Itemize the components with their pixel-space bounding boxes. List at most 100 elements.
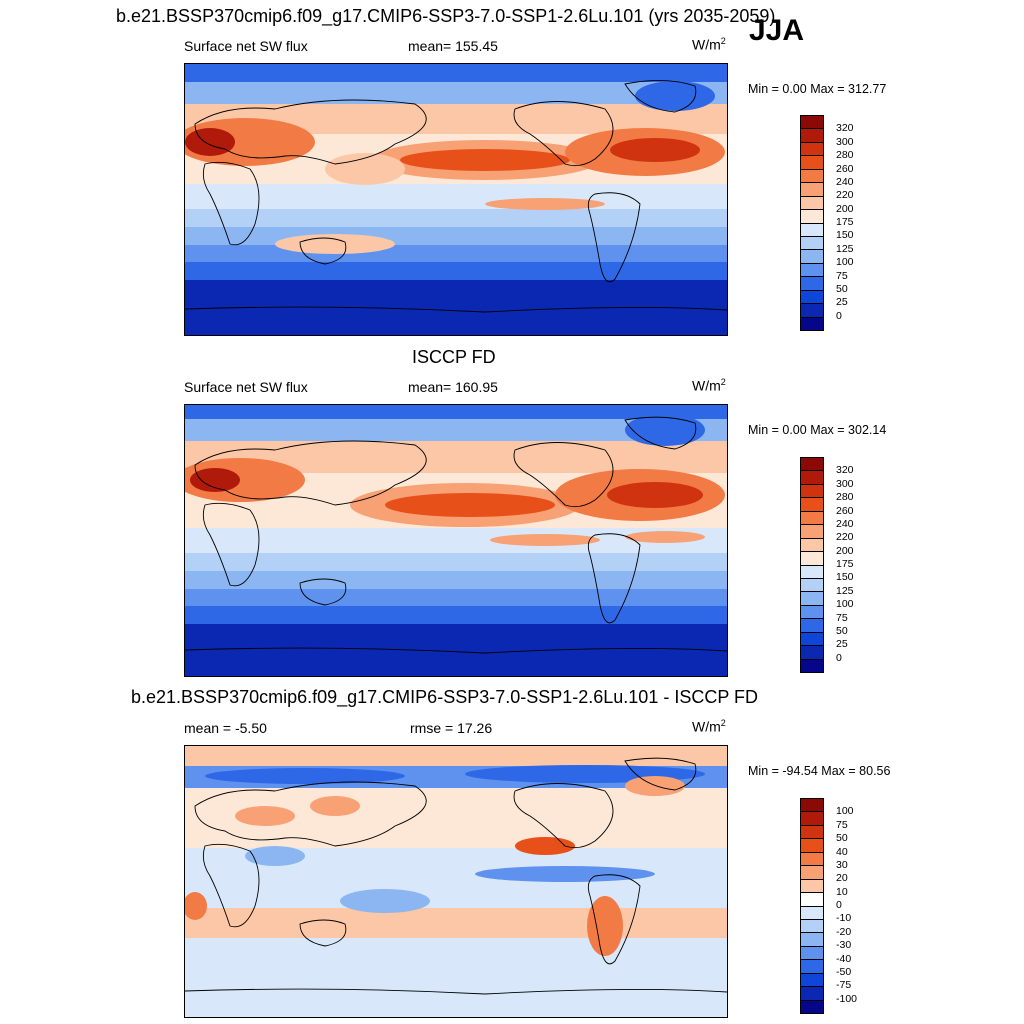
colorbar-swatch bbox=[801, 852, 823, 867]
colorbar-tick-label: 100 bbox=[836, 598, 854, 611]
colorbar-tick-label: 200 bbox=[836, 544, 854, 557]
colorbar-swatch bbox=[801, 946, 823, 961]
colorbar-swatch bbox=[801, 169, 823, 184]
panel2-map bbox=[184, 404, 728, 677]
colorbar-swatch bbox=[801, 839, 823, 853]
colorbar-swatch bbox=[801, 919, 823, 934]
colorbar-tick-label: 75 bbox=[836, 611, 848, 624]
panel3-colorbar bbox=[800, 798, 824, 1014]
colorbar-tick-label: 320 bbox=[836, 464, 854, 477]
colorbar-swatch bbox=[801, 799, 823, 813]
colorbar-tick-label: 175 bbox=[836, 558, 854, 570]
colorbar-tick-label: -40 bbox=[836, 952, 852, 965]
colorbar-swatch bbox=[801, 933, 823, 947]
colorbar-swatch bbox=[801, 223, 823, 237]
colorbar-swatch bbox=[801, 646, 823, 660]
colorbar-tick-label: -75 bbox=[836, 979, 852, 992]
panel2-minmax: Min = 0.00 Max = 302.14 bbox=[748, 423, 887, 437]
colorbar-swatch bbox=[801, 116, 823, 130]
colorbar-swatch bbox=[801, 552, 823, 566]
colorbar-tick-label: 240 bbox=[836, 175, 854, 188]
colorbar-tick-label: 300 bbox=[836, 477, 854, 490]
colorbar-tick-label: -30 bbox=[836, 939, 852, 952]
colorbar-swatch bbox=[801, 565, 823, 579]
panel3-mean: mean = -5.50 bbox=[184, 720, 267, 736]
colorbar-swatch bbox=[801, 142, 823, 157]
colorbar-swatch bbox=[801, 484, 823, 499]
colorbar-tick-label: 100 bbox=[836, 805, 854, 818]
colorbar-swatch bbox=[801, 906, 823, 920]
colorbar-swatch bbox=[801, 1000, 823, 1013]
colorbar-tick-label: -50 bbox=[836, 965, 852, 978]
colorbar-tick-label: 200 bbox=[836, 202, 854, 215]
colorbar-swatch bbox=[801, 812, 823, 826]
panel2-colorbar bbox=[800, 457, 824, 673]
colorbar-swatch bbox=[801, 236, 823, 251]
panel3-minmax: Min = -94.54 Max = 80.56 bbox=[748, 764, 891, 778]
colorbar-tick-label: -10 bbox=[836, 912, 852, 925]
colorbar-tick-label: 30 bbox=[836, 858, 848, 871]
colorbar-tick-label: 150 bbox=[836, 571, 854, 584]
colorbar-swatch bbox=[801, 277, 823, 291]
panel1-colorbar bbox=[800, 115, 824, 331]
colorbar-swatch bbox=[801, 879, 823, 894]
colorbar-tick-label: 25 bbox=[836, 296, 848, 309]
colorbar-swatch bbox=[801, 304, 823, 318]
colorbar-swatch bbox=[801, 290, 823, 305]
colorbar-tick-label: 0 bbox=[836, 309, 842, 322]
panel3-rmse: rmse = 17.26 bbox=[410, 720, 493, 736]
colorbar-swatch bbox=[801, 156, 823, 170]
colorbar-swatch bbox=[801, 196, 823, 211]
panel1-map bbox=[184, 63, 728, 336]
colorbar-swatch bbox=[801, 210, 823, 224]
colorbar-tick-label: 280 bbox=[836, 149, 854, 162]
colorbar-tick-label: 50 bbox=[836, 832, 848, 845]
colorbar-swatch bbox=[801, 619, 823, 633]
colorbar-swatch bbox=[801, 511, 823, 526]
colorbar-tick-label: 300 bbox=[836, 135, 854, 148]
colorbar-tick-label: 10 bbox=[836, 885, 848, 898]
colorbar-tick-label: 260 bbox=[836, 162, 854, 175]
colorbar-swatch bbox=[801, 605, 823, 620]
colorbar-swatch bbox=[801, 632, 823, 647]
colorbar-tick-label: 50 bbox=[836, 282, 848, 295]
colorbar-tick-label: 25 bbox=[836, 638, 848, 651]
colorbar-swatch bbox=[801, 263, 823, 278]
panel3-map bbox=[184, 745, 728, 1018]
panel1-variable: Surface net SW flux bbox=[184, 38, 308, 54]
panel3-title: b.e21.BSSP370cmip6.f09_g17.CMIP6-SSP3-7.… bbox=[131, 687, 759, 707]
colorbar-tick-label: 175 bbox=[836, 216, 854, 228]
panel2-mean: mean= 160.95 bbox=[408, 379, 498, 395]
colorbar-swatch bbox=[801, 525, 823, 539]
colorbar-tick-label: 280 bbox=[836, 491, 854, 504]
colorbar-tick-label: 240 bbox=[836, 517, 854, 530]
colorbar-tick-label: 220 bbox=[836, 189, 854, 202]
colorbar-swatch bbox=[801, 987, 823, 1001]
panel2-title: ISCCP FD bbox=[412, 347, 496, 367]
colorbar-swatch bbox=[801, 129, 823, 143]
colorbar-swatch bbox=[801, 960, 823, 974]
panel2-variable: Surface net SW flux bbox=[184, 379, 308, 395]
colorbar-tick-label: 320 bbox=[836, 122, 854, 135]
colorbar-tick-label: 100 bbox=[836, 256, 854, 269]
panel1-title: b.e21.BSSP370cmip6.f09_g17.CMIP6-SSP3-7.… bbox=[116, 6, 776, 26]
colorbar-swatch bbox=[801, 183, 823, 197]
colorbar-swatch bbox=[801, 973, 823, 988]
colorbar-tick-label: 125 bbox=[836, 242, 854, 255]
colorbar-tick-label: 75 bbox=[836, 269, 848, 282]
colorbar-swatch bbox=[801, 471, 823, 485]
colorbar-tick-label: 125 bbox=[836, 584, 854, 597]
panel1-units: W/m2 bbox=[692, 36, 726, 53]
panel1-mean: mean= 155.45 bbox=[408, 38, 498, 54]
season-label: JJA bbox=[749, 14, 805, 47]
colorbar-tick-label: 20 bbox=[836, 872, 848, 885]
colorbar-swatch bbox=[801, 659, 823, 672]
colorbar-tick-label: 0 bbox=[836, 651, 842, 664]
colorbar-tick-label: 260 bbox=[836, 504, 854, 517]
colorbar-swatch bbox=[801, 250, 823, 264]
colorbar-tick-label: 50 bbox=[836, 624, 848, 637]
colorbar-swatch bbox=[801, 498, 823, 512]
panel1-minmax: Min = 0.00 Max = 312.77 bbox=[748, 82, 887, 96]
panel2-units: W/m2 bbox=[692, 377, 726, 394]
colorbar-swatch bbox=[801, 825, 823, 840]
